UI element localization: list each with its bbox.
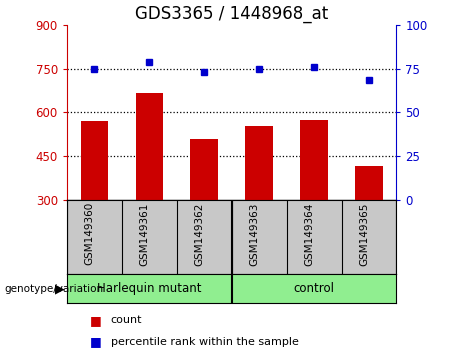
Bar — [190, 139, 218, 200]
Text: count: count — [111, 315, 142, 325]
Bar — [355, 166, 383, 200]
Title: GDS3365 / 1448968_at: GDS3365 / 1448968_at — [135, 6, 328, 23]
Text: Harlequin mutant: Harlequin mutant — [97, 282, 201, 295]
Bar — [136, 92, 163, 200]
Bar — [300, 120, 328, 200]
Text: genotype/variation: genotype/variation — [5, 284, 104, 293]
Text: ■: ■ — [90, 335, 101, 348]
Text: GSM149360: GSM149360 — [84, 202, 95, 266]
Text: GSM149361: GSM149361 — [139, 202, 149, 266]
Text: GSM149362: GSM149362 — [194, 202, 204, 266]
Text: GSM149365: GSM149365 — [359, 202, 369, 266]
Text: GSM149363: GSM149363 — [249, 202, 259, 266]
Bar — [81, 121, 108, 200]
Text: GSM149364: GSM149364 — [304, 202, 314, 266]
Text: ■: ■ — [90, 314, 101, 327]
Text: control: control — [294, 282, 335, 295]
Text: percentile rank within the sample: percentile rank within the sample — [111, 337, 299, 347]
Text: ▶: ▶ — [55, 282, 65, 295]
Bar — [245, 126, 273, 200]
